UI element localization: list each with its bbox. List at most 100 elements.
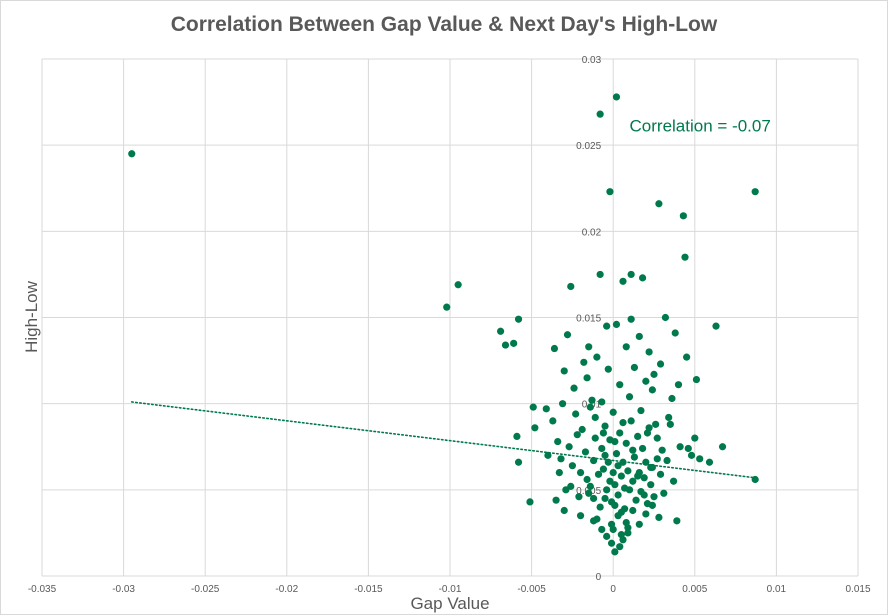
data-point bbox=[529, 403, 537, 411]
data-point bbox=[616, 381, 624, 389]
data-point bbox=[637, 406, 645, 415]
data-point bbox=[661, 313, 670, 322]
y-tick-label: 0.025 bbox=[576, 141, 601, 152]
data-point bbox=[638, 274, 647, 282]
data-point bbox=[621, 505, 629, 513]
y-tick-label: 0.015 bbox=[576, 314, 601, 325]
data-point bbox=[647, 481, 655, 489]
data-point bbox=[676, 443, 684, 451]
y-tick-label: 0.03 bbox=[582, 55, 602, 66]
data-point bbox=[585, 343, 593, 351]
data-point bbox=[550, 344, 559, 353]
data-point bbox=[652, 420, 660, 428]
data-point bbox=[712, 322, 720, 330]
y-tick-label: 0 bbox=[596, 572, 602, 583]
x-tick-label: 0.01 bbox=[767, 584, 787, 595]
data-point bbox=[559, 400, 567, 408]
data-point bbox=[598, 444, 606, 453]
data-point bbox=[576, 469, 585, 477]
data-point bbox=[603, 532, 611, 540]
trendline-layer bbox=[130, 401, 756, 479]
data-point bbox=[563, 331, 572, 339]
data-point bbox=[591, 434, 599, 442]
data-point bbox=[603, 486, 611, 494]
data-point bbox=[560, 367, 568, 375]
data-point bbox=[645, 424, 653, 432]
data-point bbox=[642, 510, 650, 518]
data-point bbox=[585, 489, 593, 497]
x-axis-title: Gap Value bbox=[410, 594, 490, 613]
data-point bbox=[696, 455, 704, 463]
data-point bbox=[619, 277, 627, 285]
data-point bbox=[573, 431, 581, 439]
data-point bbox=[627, 417, 635, 425]
data-point bbox=[581, 448, 590, 456]
tick-labels: -0.035 -0.03 -0.025 -0.02 -0.015 -0.01 -0.005 0… bbox=[28, 55, 871, 595]
data-point bbox=[653, 455, 661, 463]
trendline bbox=[130, 401, 756, 479]
data-point bbox=[609, 408, 617, 416]
data-point bbox=[611, 548, 619, 556]
data-point bbox=[627, 270, 635, 279]
data-point bbox=[565, 443, 573, 451]
data-point bbox=[552, 496, 560, 504]
correlation-annotation: Correlation = -0.07 bbox=[630, 116, 771, 135]
data-point bbox=[650, 493, 658, 501]
data-point bbox=[570, 384, 578, 392]
data-point bbox=[692, 375, 701, 384]
data-point bbox=[632, 496, 640, 504]
data-point bbox=[580, 358, 588, 366]
data-point bbox=[596, 270, 604, 279]
data-point bbox=[642, 377, 650, 385]
data-point bbox=[705, 458, 714, 466]
gridlines bbox=[41, 58, 859, 577]
data-point bbox=[665, 413, 673, 422]
data-point bbox=[663, 456, 671, 465]
data-point bbox=[496, 327, 505, 335]
data-point bbox=[555, 469, 563, 477]
data-point bbox=[606, 436, 614, 444]
data-point bbox=[588, 396, 596, 404]
x-tick-label: -0.035 bbox=[28, 584, 57, 595]
data-point bbox=[583, 374, 591, 382]
data-point bbox=[638, 444, 647, 453]
data-point bbox=[510, 339, 518, 347]
data-point bbox=[660, 489, 668, 497]
data-point bbox=[526, 498, 534, 506]
data-point bbox=[673, 517, 681, 525]
y-axis-title: High-Low bbox=[22, 281, 41, 353]
x-tick-label: -0.025 bbox=[191, 584, 220, 595]
data-point bbox=[596, 110, 604, 118]
data-point bbox=[619, 458, 627, 466]
data-point bbox=[601, 422, 609, 430]
data-point bbox=[622, 439, 630, 447]
x-tick-label: -0.015 bbox=[354, 584, 383, 595]
data-point bbox=[567, 482, 575, 490]
data-point bbox=[601, 494, 609, 503]
data-point bbox=[634, 432, 642, 441]
data-point bbox=[645, 348, 653, 356]
data-point bbox=[656, 360, 665, 368]
x-tick-label: -0.005 bbox=[517, 584, 546, 595]
chart-title: Correlation Between Gap Value & Next Day… bbox=[170, 13, 718, 36]
data-point bbox=[501, 341, 510, 349]
data-point bbox=[454, 281, 462, 289]
data-point bbox=[635, 520, 643, 528]
x-tick-label: 0.005 bbox=[682, 584, 707, 595]
data-point bbox=[549, 417, 557, 425]
data-point bbox=[625, 486, 634, 494]
data-point bbox=[586, 482, 594, 490]
data-point bbox=[656, 470, 665, 478]
data-point bbox=[625, 393, 634, 401]
data-point bbox=[609, 469, 617, 477]
data-point bbox=[691, 434, 699, 442]
data-point bbox=[683, 353, 691, 361]
data-point bbox=[655, 513, 663, 522]
data-point bbox=[554, 437, 562, 446]
data-point bbox=[650, 370, 658, 378]
data-point bbox=[653, 434, 661, 442]
annotation-layer: Correlation = -0.07 bbox=[630, 116, 771, 135]
y-tick-label: 0.02 bbox=[582, 227, 602, 238]
data-point bbox=[637, 487, 645, 496]
